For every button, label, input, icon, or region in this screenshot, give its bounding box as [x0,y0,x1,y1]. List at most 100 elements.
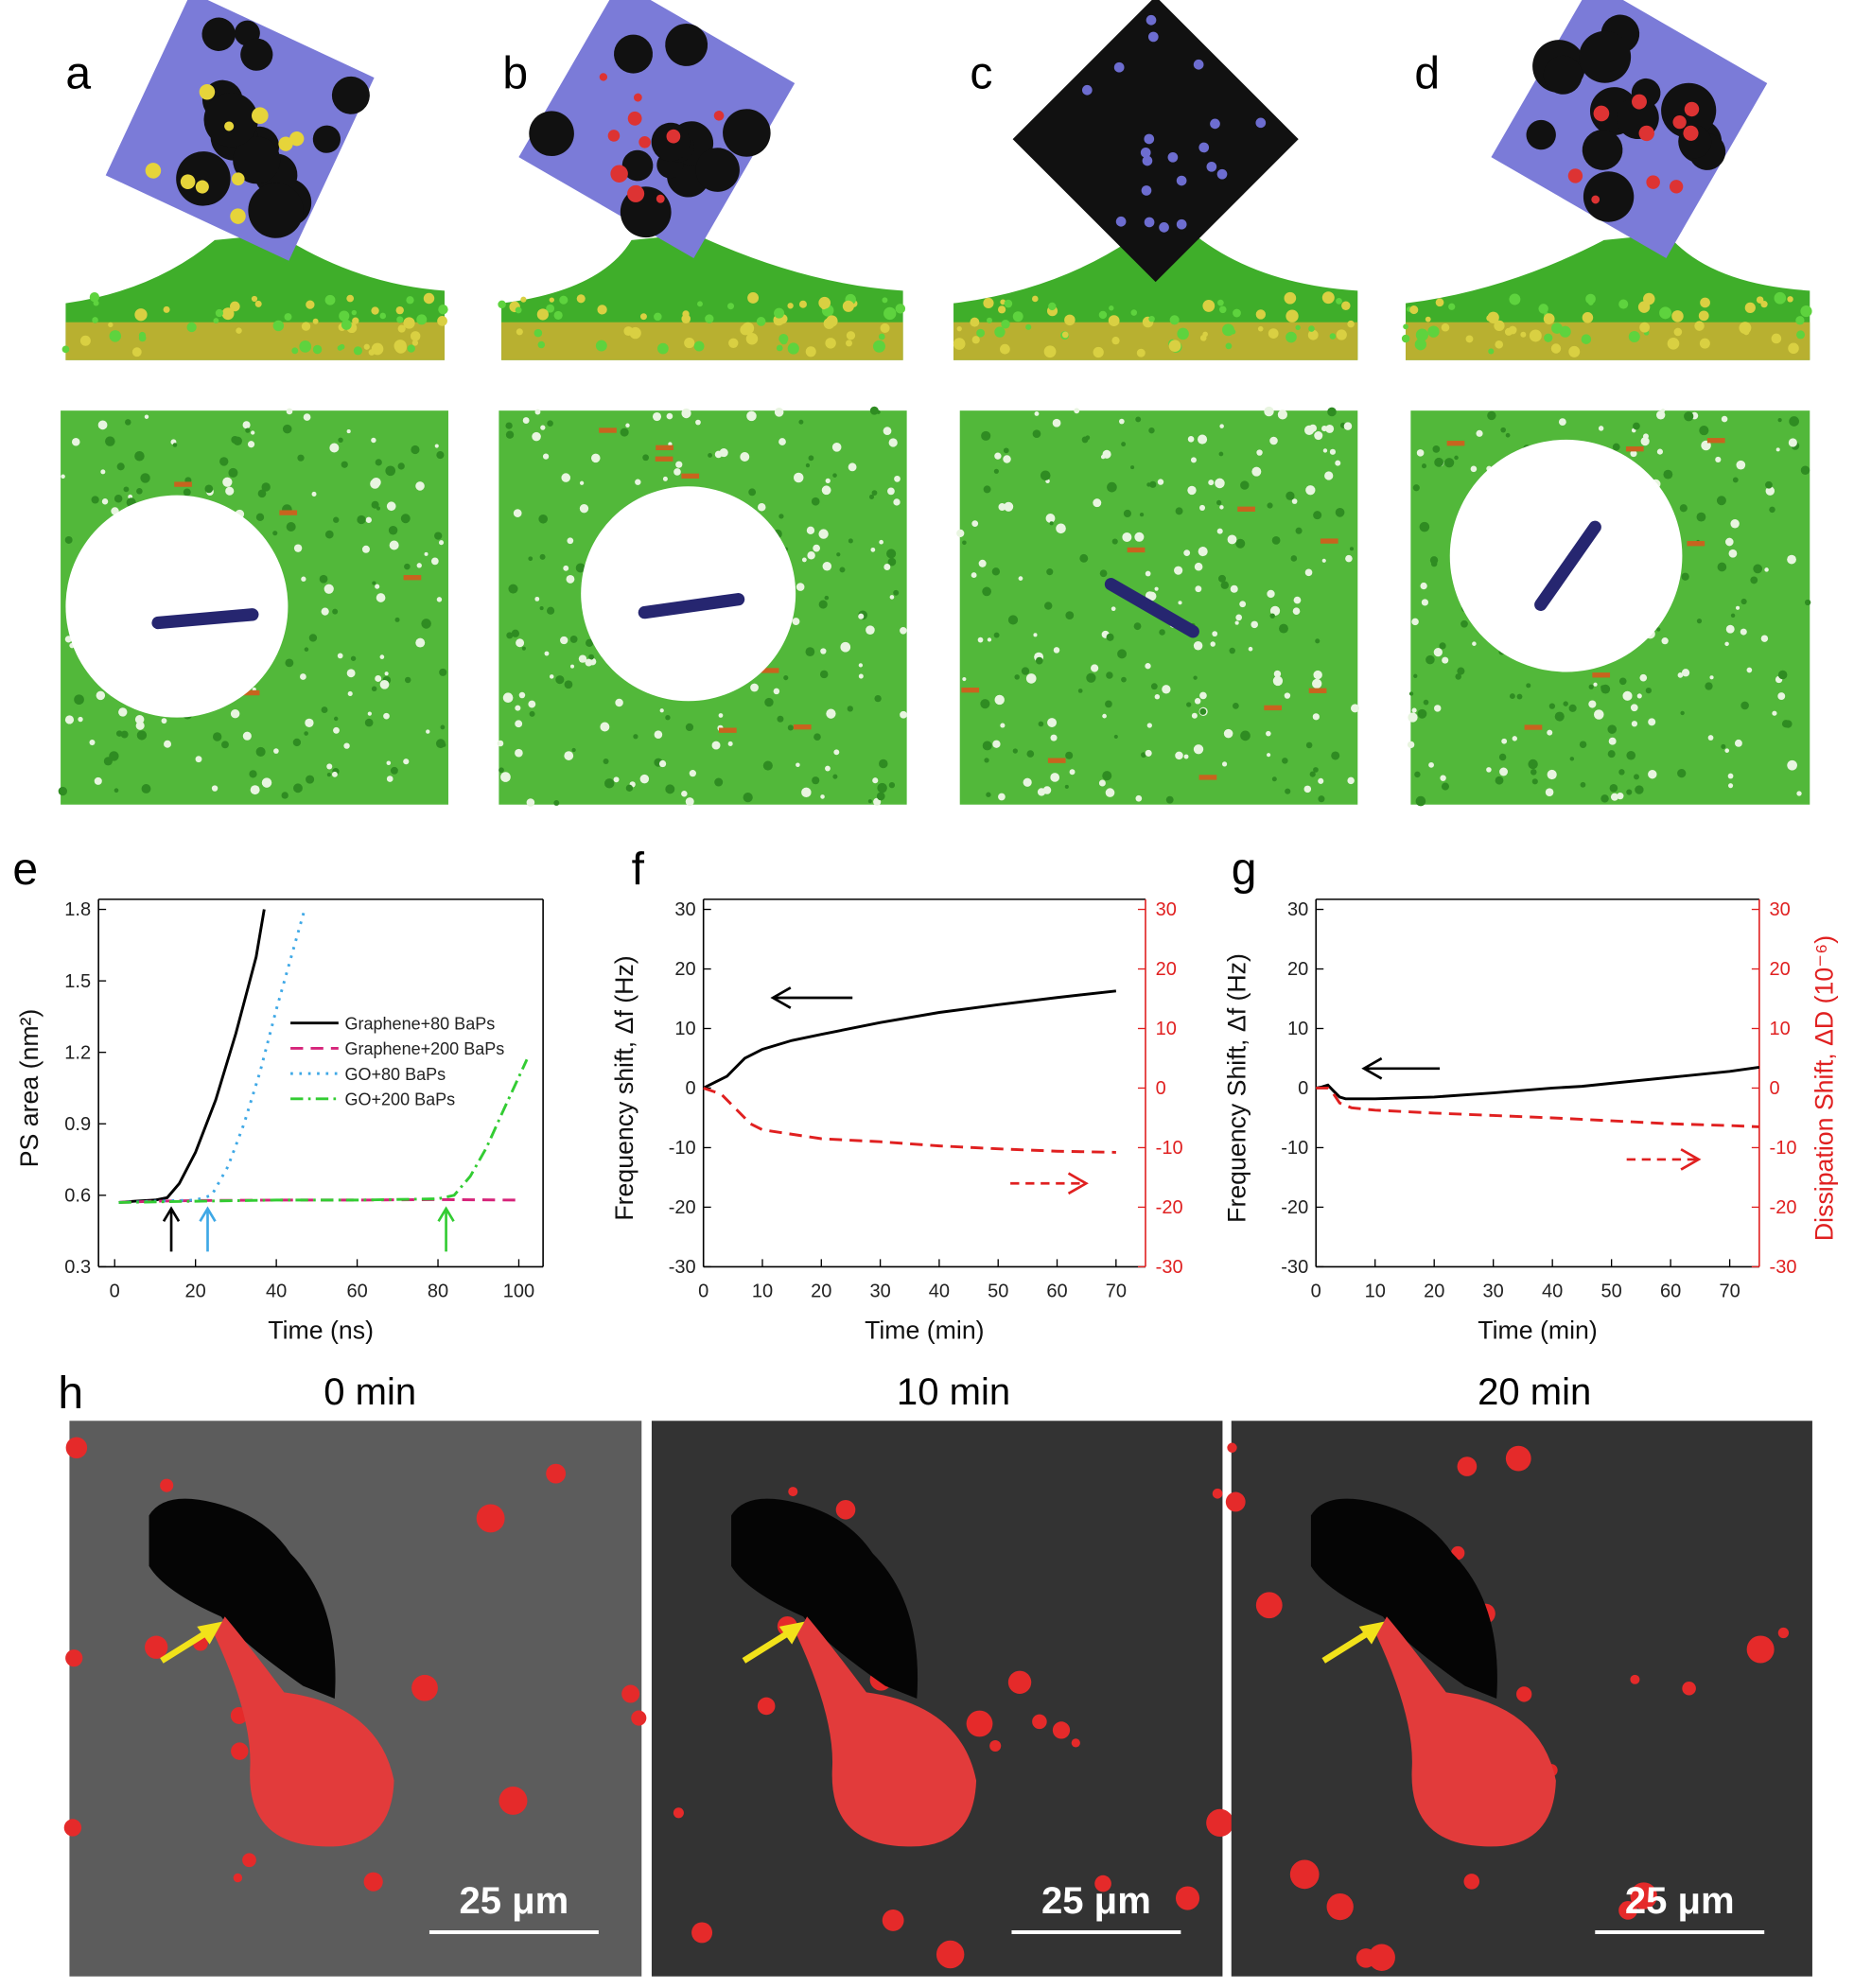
lipid [1285,788,1291,794]
lipid [1487,311,1499,323]
lipid [867,799,872,804]
lipid [1724,641,1729,647]
lipid [1409,305,1419,315]
bap [1210,118,1220,130]
lipid [1202,300,1216,312]
y-tick-label: 0 [1298,1078,1308,1099]
lipid [1286,491,1295,500]
lipid [221,307,235,321]
lipid [1501,738,1508,744]
y-tick-label: 20 [1287,959,1308,980]
lipid [1661,409,1666,413]
time-label: 0 min [324,1371,416,1413]
lipid [1327,407,1337,417]
y2-tick-label: 20 [1156,959,1177,980]
lipid [1273,670,1282,678]
lipid [1784,720,1793,728]
chain [279,510,298,515]
lipid [1626,789,1633,795]
lipid [689,770,696,777]
lipid [1210,641,1216,647]
lipid [389,540,399,550]
lipid [1240,480,1250,490]
lipid [1349,547,1355,551]
lipid [1026,750,1035,758]
bap [1193,59,1204,70]
bap [666,129,681,144]
lipid [515,748,523,758]
lipid [1186,702,1192,707]
lipid [820,648,827,654]
lipid [1198,504,1206,511]
lipid [1444,458,1455,468]
lipid [994,694,1005,706]
lipid [1305,741,1313,749]
lipid [372,581,376,585]
lipid [505,430,515,439]
lipid [1042,786,1052,794]
lipid [350,655,357,661]
lipid [1727,773,1734,779]
x-tick-label: 20 [811,1281,831,1301]
lipid [708,453,712,458]
lipid [1234,620,1239,625]
lipid [254,300,262,307]
lipid [787,724,794,731]
lipid [1487,410,1496,421]
lipid [293,544,303,552]
y-tick-label: -20 [1281,1197,1308,1218]
lipid [900,710,907,719]
lipid [1318,795,1325,803]
lipid [1304,568,1313,577]
vesicle [966,1710,993,1737]
lipid [1312,713,1320,721]
lipid [1716,496,1726,506]
lipid [1427,325,1440,338]
lipid [303,413,311,421]
lipid [306,775,315,784]
lipid [983,485,991,494]
lipid [776,344,783,352]
vesicle [621,1684,640,1703]
lipid [1707,735,1714,741]
lipid [1012,748,1018,754]
lipid [858,663,864,668]
lipid [798,419,804,425]
vesicle [631,1710,647,1726]
lipid [847,706,853,712]
lipid [1308,325,1315,332]
lipid [1411,707,1417,713]
lipid [1795,316,1805,325]
lipid [1025,323,1032,330]
lipid [172,443,178,447]
bap [1113,61,1125,73]
bap [1646,175,1660,189]
lipid [386,760,392,766]
lipid [1219,505,1224,510]
lipid [1428,761,1434,768]
lipid [1106,671,1113,679]
lipid [228,467,238,478]
lipid [337,345,343,351]
lipid [1415,328,1428,341]
lipid [1336,297,1342,305]
lipid [1329,333,1337,340]
lipid [1667,337,1680,350]
lipid [222,477,233,487]
lipid [1442,656,1449,664]
lipid [1569,757,1575,761]
y-tick-label: 10 [674,1019,695,1039]
lipid [324,294,336,305]
bap [203,92,258,148]
lipid [559,295,568,305]
lipid [1558,418,1566,427]
lipid [569,636,578,643]
lipid [1271,776,1277,782]
lipid [91,496,99,504]
lipid [1148,427,1155,434]
lipid [1313,767,1319,773]
lipid [1000,343,1010,355]
panel-label: f [632,844,645,895]
vesicle [1618,1901,1637,1920]
lipid [1269,613,1275,619]
